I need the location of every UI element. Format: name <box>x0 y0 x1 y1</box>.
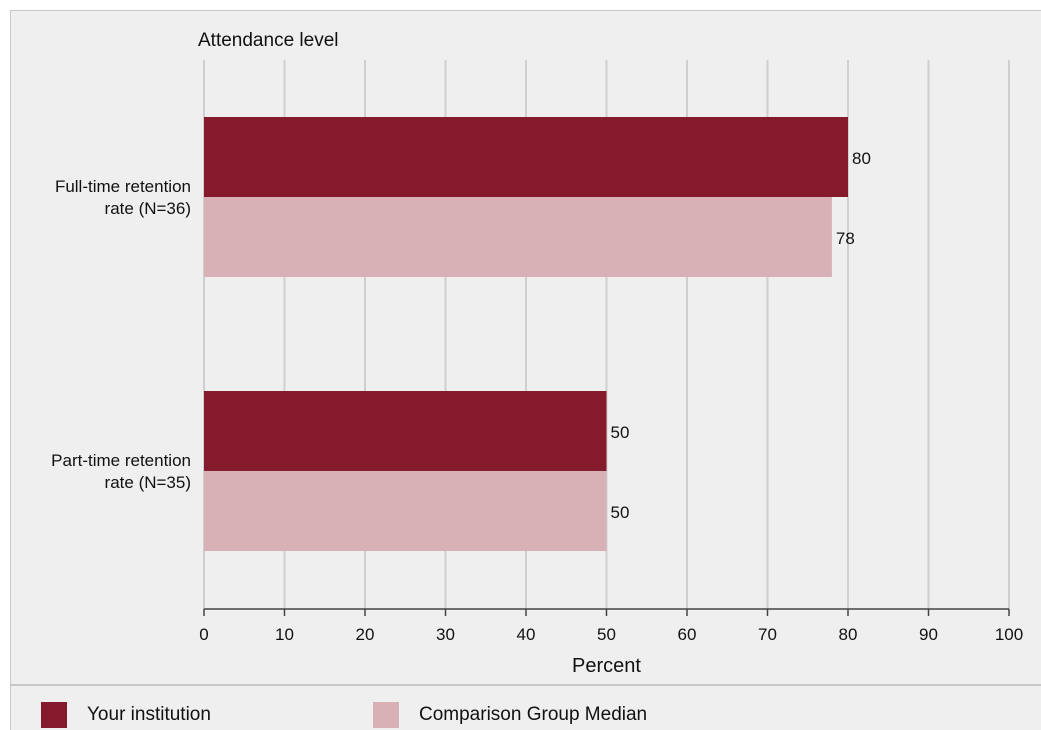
legend: Your institution Comparison Group Median <box>10 684 1041 730</box>
category-label-1: Full-time retention rate (N=36) <box>55 177 191 218</box>
data-label-comparison-group-median-2: 50 <box>611 503 630 522</box>
x-tick-label-0: 0 <box>199 625 208 644</box>
x-tick-label-50: 50 <box>597 625 616 644</box>
legend-label-comparison-group-median: Comparison Group Median <box>419 704 648 725</box>
legend-swatch-your-institution <box>41 702 67 728</box>
bar-comparison-group-median-1 <box>204 197 832 277</box>
legend-label-your-institution: Your institution <box>87 704 211 725</box>
bar-chart: Attendance level 80 78 Full-time retention r… <box>51 30 1023 677</box>
category-label-2: Part-time retention rate (N=35) <box>51 451 191 492</box>
data-label-your-institution-2: 50 <box>611 423 630 442</box>
x-tick-label-30: 30 <box>436 625 455 644</box>
x-tick-label-70: 70 <box>758 625 777 644</box>
x-tick-label-80: 80 <box>839 625 858 644</box>
bar-your-institution-1 <box>204 117 848 197</box>
x-tick-label-10: 10 <box>275 625 294 644</box>
legend-swatch-comparison-group-median <box>373 702 399 728</box>
x-tick-label-100: 100 <box>995 625 1023 644</box>
chart-title: Attendance level <box>198 30 339 51</box>
x-tick-label-20: 20 <box>356 625 375 644</box>
x-axis-title: Percent <box>572 655 641 677</box>
data-label-your-institution-1: 80 <box>852 149 871 168</box>
bar-your-institution-2 <box>204 391 607 471</box>
x-tick-label-90: 90 <box>919 625 938 644</box>
chart-panel: Attendance level 80 78 Full-time retention r… <box>10 10 1041 685</box>
x-tick-label-60: 60 <box>678 625 697 644</box>
data-label-comparison-group-median-1: 78 <box>836 229 855 248</box>
legend-item-your-institution: Your institution <box>41 702 211 728</box>
legend-item-comparison-group-median: Comparison Group Median <box>373 702 647 728</box>
x-tick-label-40: 40 <box>517 625 536 644</box>
bar-comparison-group-median-2 <box>204 471 607 551</box>
